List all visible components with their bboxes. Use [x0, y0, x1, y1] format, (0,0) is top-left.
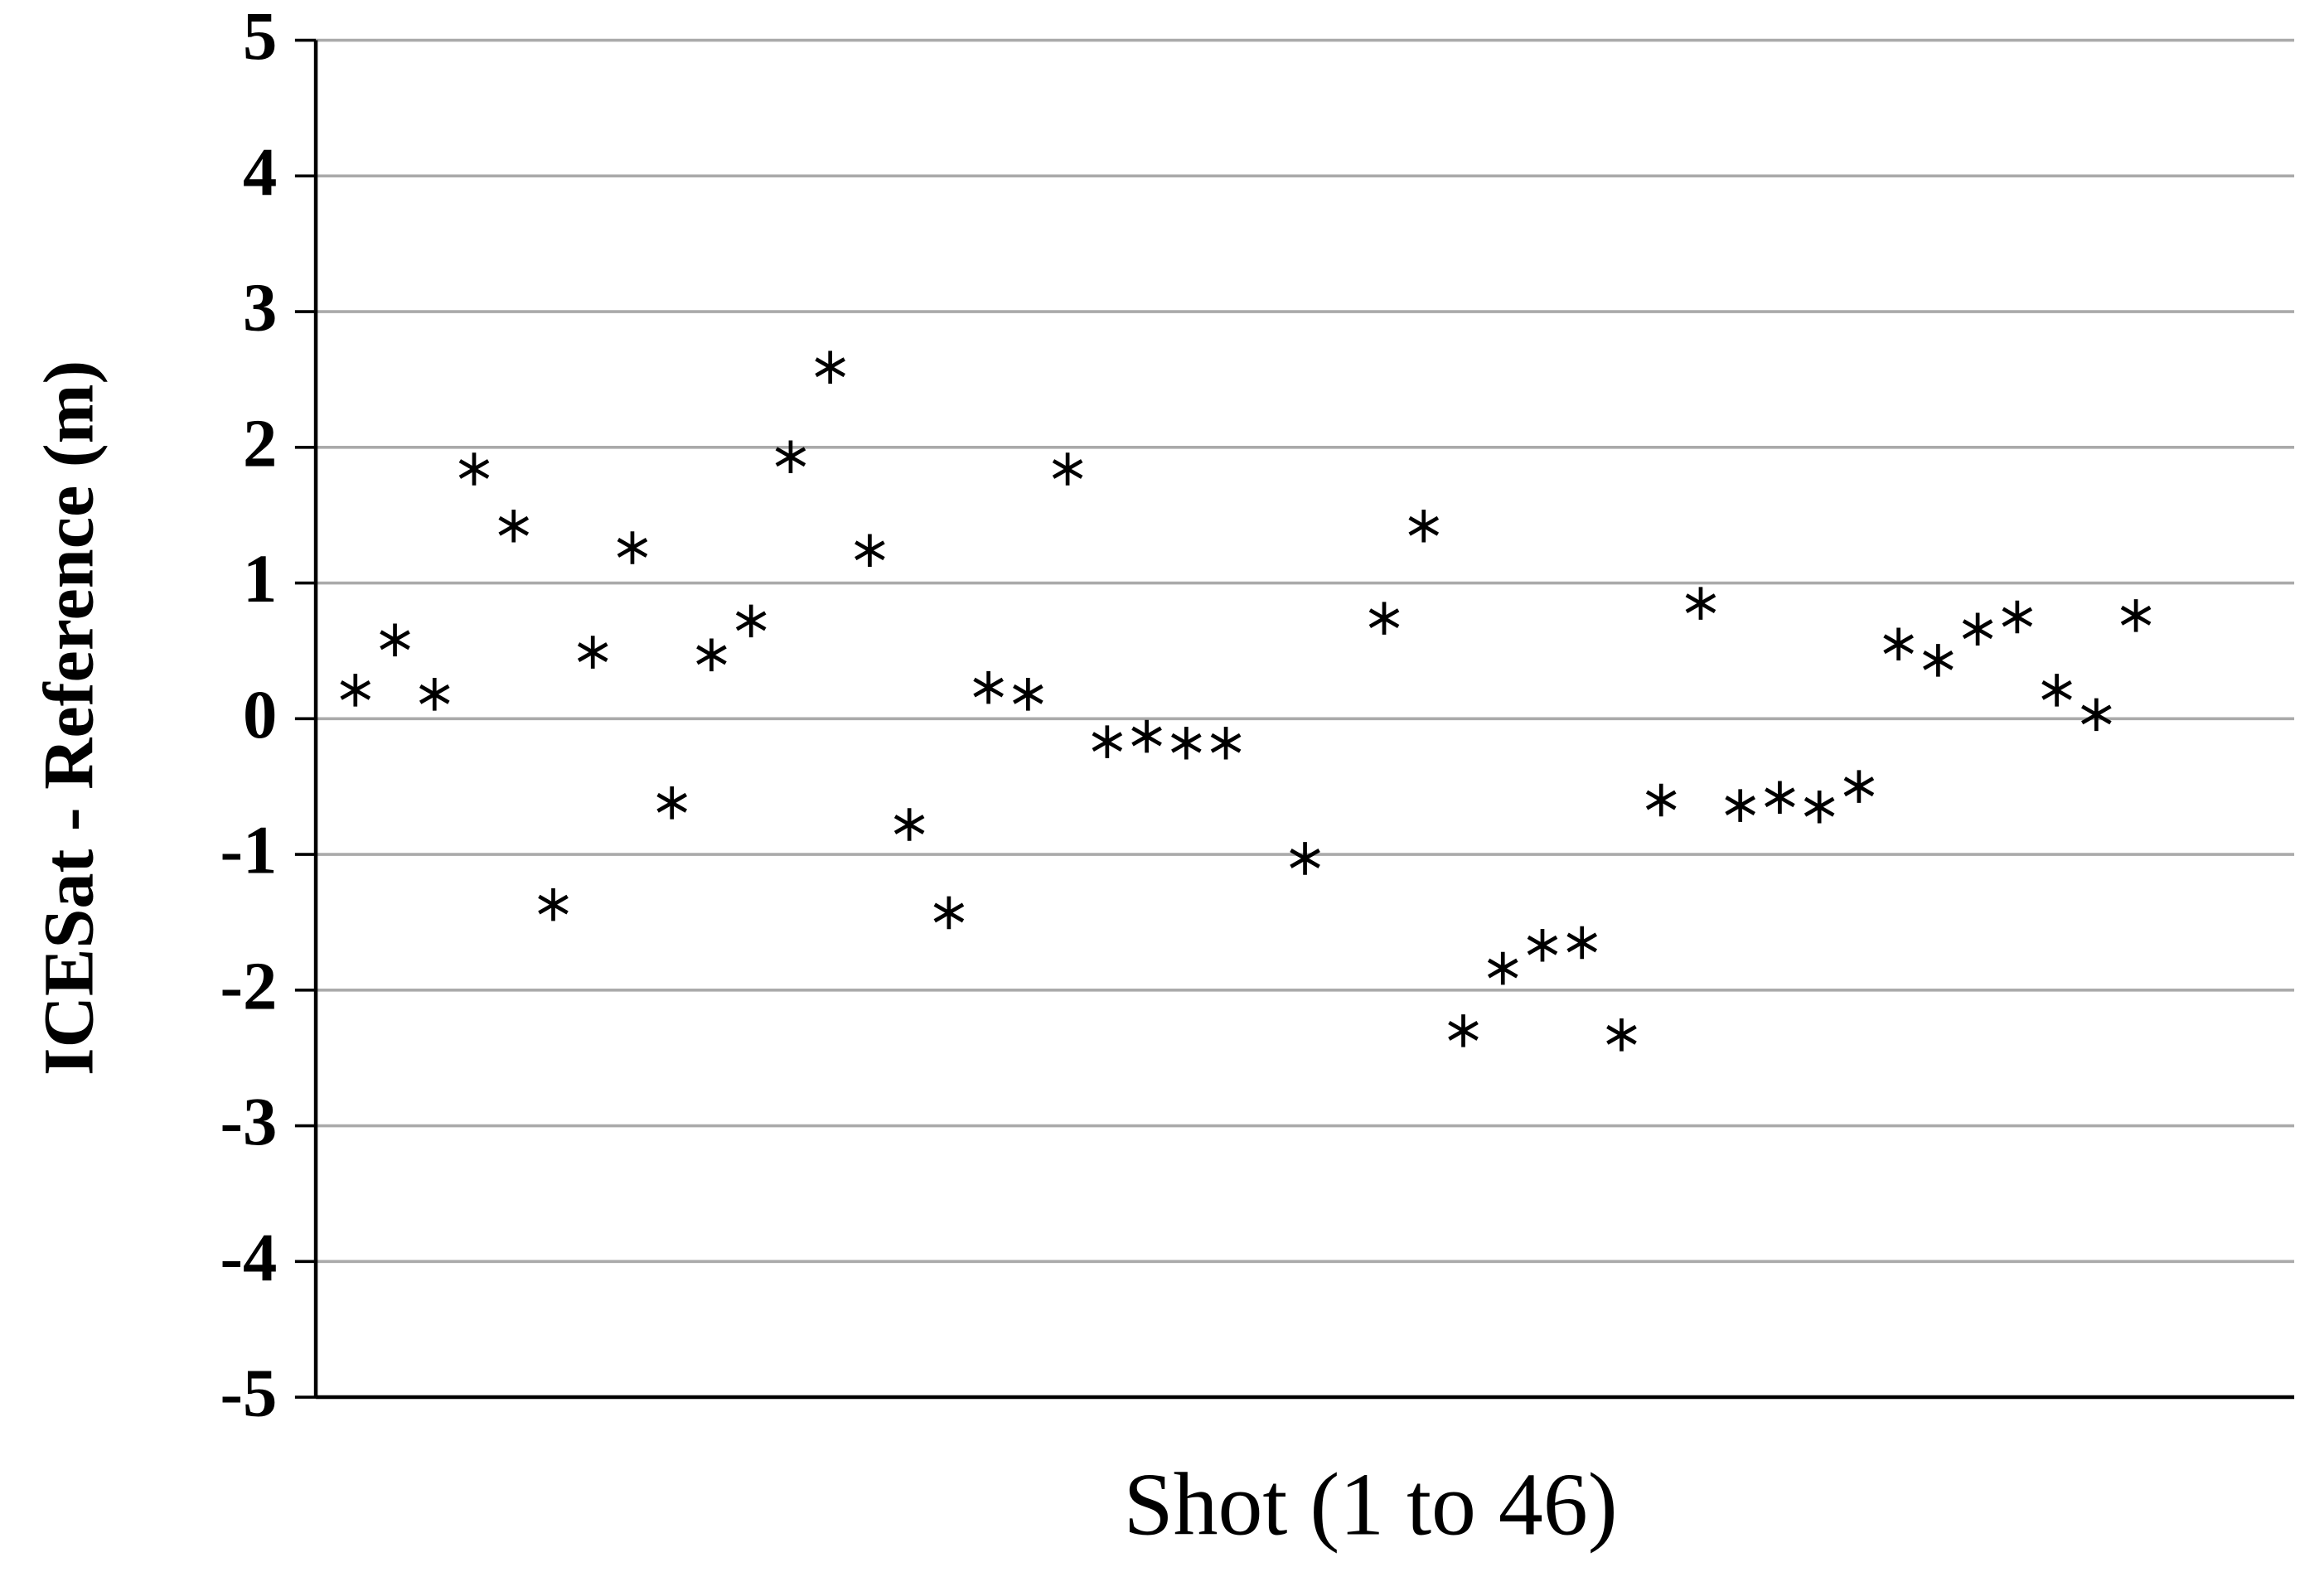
point: [735, 604, 767, 638]
point: [1843, 770, 1875, 803]
point: [1448, 1014, 1479, 1047]
point: [1883, 627, 1914, 660]
point: [1645, 783, 1677, 817]
point: [1368, 602, 1400, 635]
point: [1962, 612, 1993, 646]
y-tick-label: 0: [243, 676, 277, 752]
point: [1092, 725, 1123, 758]
point: [1171, 726, 1202, 760]
point: [1013, 678, 1043, 711]
point: [696, 638, 727, 672]
point: [458, 452, 490, 486]
point: [893, 808, 925, 841]
y-tick-label: -3: [220, 1083, 277, 1159]
point: [1765, 781, 1795, 815]
point: [933, 896, 965, 930]
point: [2120, 599, 2152, 632]
point: [1606, 1018, 1637, 1052]
y-tick-label: 4: [243, 133, 277, 210]
point: [617, 531, 648, 564]
point: [2041, 674, 2072, 707]
point: [538, 887, 569, 921]
y-tick-label: -4: [220, 1219, 277, 1295]
y-tick-label: 2: [243, 404, 277, 481]
y-tick-label: -1: [220, 812, 277, 888]
point: [815, 351, 845, 384]
point: [1527, 928, 1558, 962]
y-tick-label: 1: [243, 540, 277, 617]
point: [1566, 926, 1598, 960]
point: [1685, 587, 1716, 620]
point: [1408, 509, 1440, 543]
point: [1487, 951, 1518, 985]
point: [577, 636, 608, 669]
point: [1290, 842, 1320, 875]
point: [1725, 789, 1755, 822]
point: [380, 623, 410, 657]
y-tick-label: 5: [243, 0, 277, 74]
point: [340, 674, 371, 707]
point: [1804, 790, 1835, 824]
point: [1210, 726, 1242, 760]
y-tick-label: 3: [243, 269, 277, 346]
point: [419, 678, 450, 711]
y-axis-label: ICESat - Reference (m): [28, 360, 108, 1076]
point: [1923, 644, 1954, 677]
x-axis-label: Shot (1 to 46): [1124, 1455, 1618, 1554]
y-tick-label: -5: [220, 1355, 277, 1431]
point: [656, 786, 688, 820]
point: [973, 670, 1004, 704]
point: [498, 509, 530, 543]
point: [2081, 698, 2112, 732]
point: [1131, 719, 1162, 753]
point: [855, 534, 885, 568]
point: [1052, 452, 1083, 486]
y-tick-label: -2: [220, 947, 277, 1023]
point: [2002, 600, 2033, 634]
point: [775, 440, 806, 474]
